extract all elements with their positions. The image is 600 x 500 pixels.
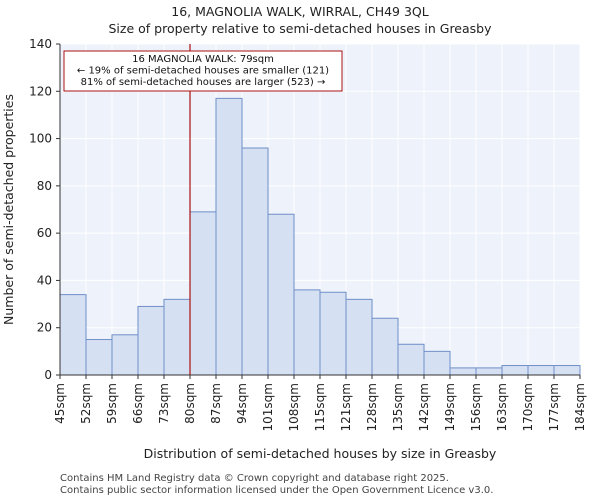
- y-tick-label: 120: [29, 84, 52, 98]
- chart-title: Size of property relative to semi-detach…: [108, 21, 492, 36]
- histogram-bar: [111, 334, 139, 376]
- x-tick-label: 73sqm: [157, 383, 171, 424]
- histogram-bar: [371, 317, 399, 376]
- y-tick-label: 140: [29, 37, 52, 51]
- x-tick-label: 170sqm: [521, 383, 535, 431]
- x-tick-label: 45sqm: [53, 383, 67, 424]
- y-axis-title: Number of semi-detached properties: [1, 94, 16, 325]
- histogram-bar: [423, 350, 451, 376]
- histogram-bar: [397, 343, 425, 376]
- y-tick-label: 60: [37, 226, 52, 240]
- x-tick-label: 135sqm: [391, 383, 405, 431]
- x-tick-label: 87sqm: [209, 383, 223, 424]
- histogram-bar: [85, 339, 113, 376]
- y-tick-label: 100: [29, 132, 52, 146]
- x-tick-label: 121sqm: [339, 383, 353, 431]
- histogram-bar: [137, 305, 165, 376]
- x-tick-label: 101sqm: [261, 383, 275, 431]
- y-tick-label: 0: [44, 368, 52, 382]
- footer-copyright: Contains HM Land Registry data © Crown c…: [60, 473, 449, 484]
- x-tick-label: 59sqm: [105, 383, 119, 424]
- x-tick-label: 142sqm: [417, 383, 431, 431]
- x-tick-label: 163sqm: [495, 383, 509, 431]
- x-tick-label: 80sqm: [183, 383, 197, 424]
- histogram-bar: [267, 213, 295, 376]
- histogram-bar: [449, 367, 477, 376]
- histogram-bar: [163, 298, 191, 376]
- histogram-bar: [215, 97, 243, 376]
- histogram-bar: [345, 298, 373, 376]
- annotation-smaller-share: ← 19% of semi-detached houses are smalle…: [77, 66, 329, 77]
- annotation-larger-share: 81% of semi-detached houses are larger (…: [81, 77, 326, 88]
- histogram-bar: [241, 147, 269, 376]
- x-axis-title: Distribution of semi-detached houses by …: [144, 446, 497, 461]
- x-tick-label: 156sqm: [469, 383, 483, 431]
- x-tick-label: 149sqm: [443, 383, 457, 431]
- y-tick-label: 20: [37, 321, 52, 335]
- histogram-bar: [319, 291, 347, 376]
- histogram-bar: [501, 365, 529, 376]
- x-tick-label: 177sqm: [547, 383, 561, 431]
- y-tick-label: 80: [37, 179, 52, 193]
- annotation-property-size: 16 MAGNOLIA WALK: 79sqm: [132, 54, 274, 65]
- histogram-bar: [527, 365, 555, 376]
- y-tick-label: 40: [37, 273, 52, 287]
- x-tick-label: 108sqm: [287, 383, 301, 431]
- chart-title-address: 16, MAGNOLIA WALK, WIRRAL, CH49 3QL: [171, 4, 429, 19]
- histogram-bar: [189, 211, 217, 376]
- x-tick-label: 66sqm: [131, 383, 145, 424]
- x-tick-label: 184sqm: [573, 383, 587, 431]
- histogram-bar: [475, 367, 503, 376]
- annotation-box: [63, 50, 343, 92]
- histogram-bar: [553, 365, 581, 376]
- x-tick-label: 52sqm: [79, 383, 93, 424]
- footer-licence: Contains public sector information licen…: [60, 485, 494, 496]
- x-tick-label: 115sqm: [313, 383, 327, 431]
- histogram-bar: [59, 294, 87, 376]
- x-tick-label: 94sqm: [235, 383, 249, 424]
- histogram-bar: [293, 289, 321, 376]
- x-tick-label: 128sqm: [365, 383, 379, 431]
